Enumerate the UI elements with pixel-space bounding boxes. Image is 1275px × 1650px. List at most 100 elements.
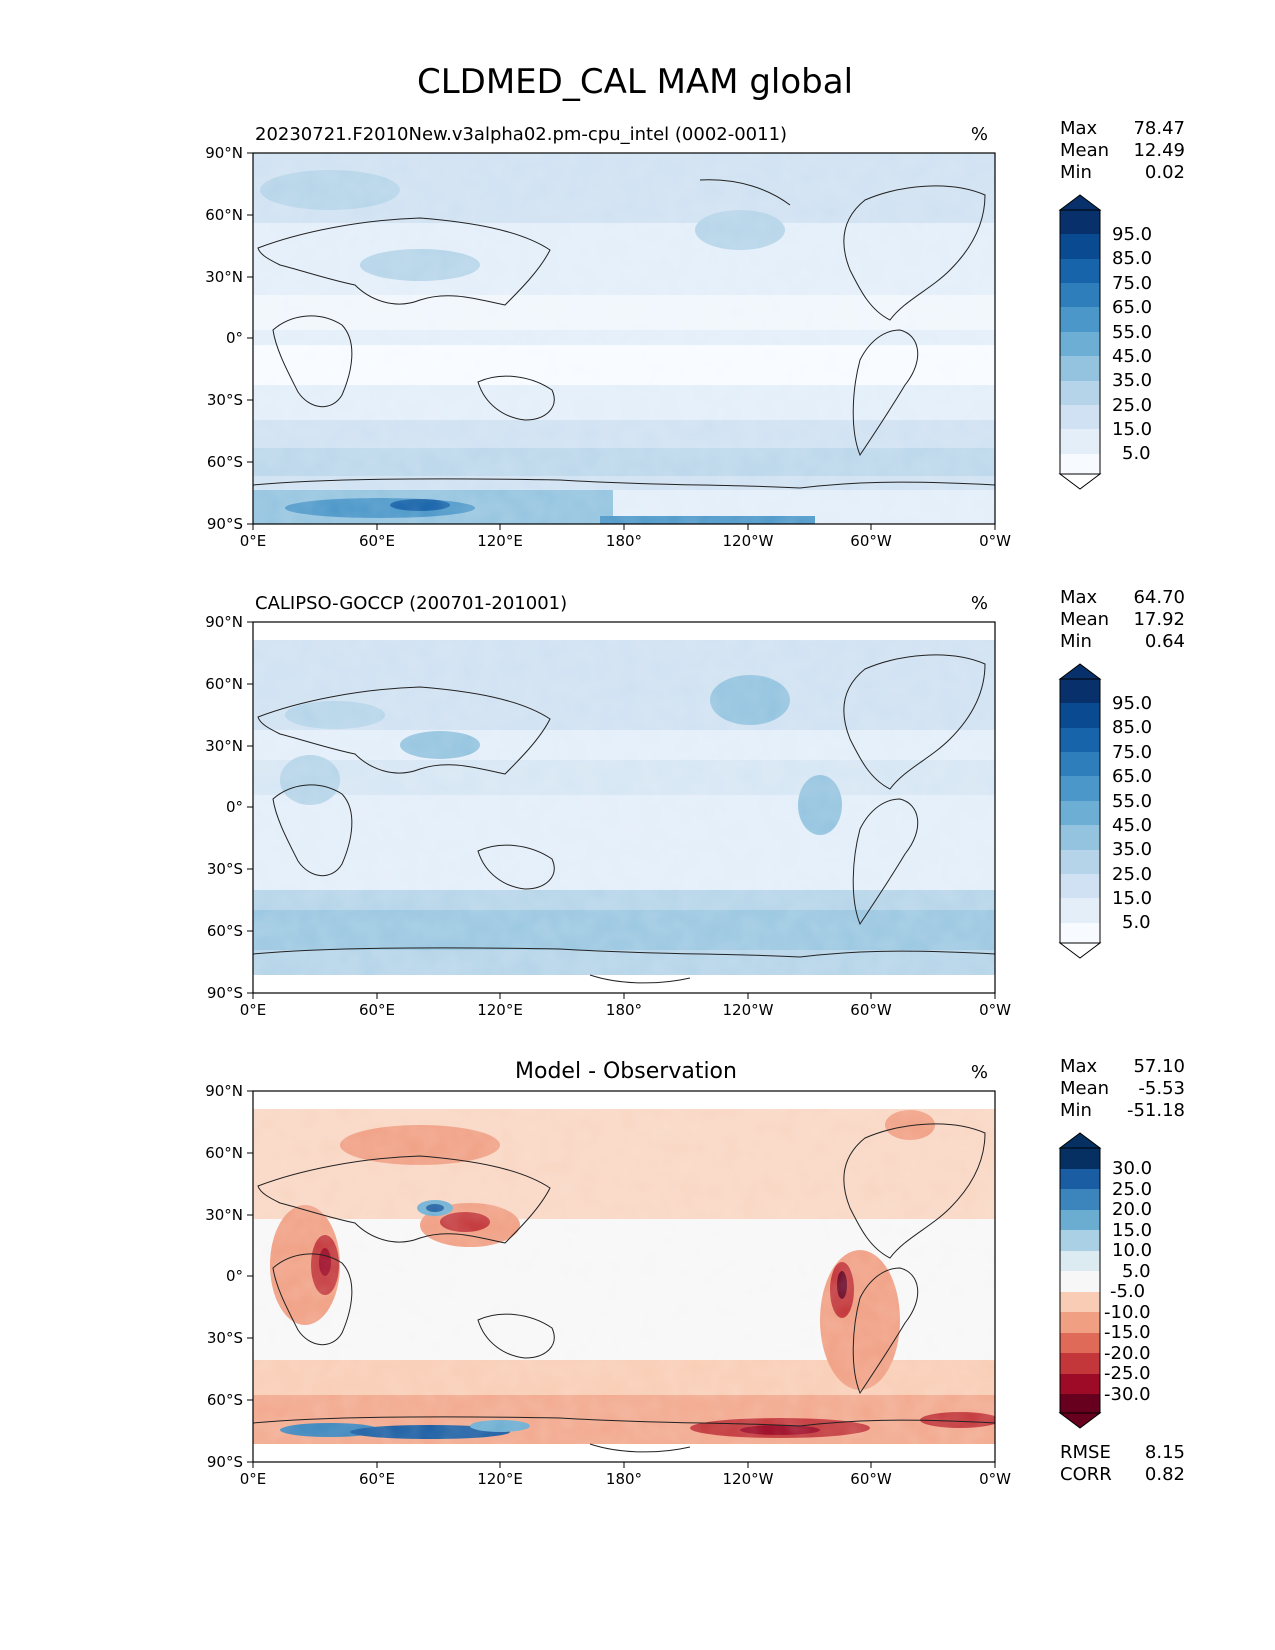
colorbar-label: 55.0 [1112,322,1152,343]
lat-tick-label: 90°N [205,144,243,162]
panel-obs: CALIPSO-GOCCP (200701-201001) % [205,587,1185,1019]
colorbar-label: 5.0 [1122,912,1151,933]
colorbar-label: -30.0 [1104,1384,1151,1405]
stat-mean-label: Mean [1060,1078,1109,1099]
lon-tick-label: 0°E [240,1470,267,1488]
colorbar-label: 45.0 [1112,346,1152,367]
lon-tick-label: 0°W [979,532,1011,550]
stat-max-label: Max [1060,1056,1098,1077]
lon-tick-label: 120°W [723,1001,774,1019]
lat-tick-label: 0° [226,329,243,347]
panel-model-stats: Max 78.47 Mean 12.49 Min 0.02 [1060,118,1185,183]
colorbar-label: 75.0 [1112,742,1152,763]
colorbar-label: 15.0 [1112,888,1152,909]
corr-label: CORR [1060,1464,1112,1485]
panel-diff-title: Model - Observation [515,1059,737,1084]
colorbar-bottom-extend [1058,1412,1102,1429]
lon-tick-label: 60°E [359,532,395,550]
lat-tick-label: 60°N [205,206,243,224]
colorbar-label: 5.0 [1122,1261,1151,1282]
stat-max-label: Max [1060,587,1098,608]
lat-tick-label: 0° [226,1267,243,1285]
stat-min-value: -51.18 [1127,1100,1185,1121]
lat-tick-label: 60°N [205,675,243,693]
panel-diff-lon-axis: 0°E 60°E 120°E 180° 120°W 60°W 0°W [240,1462,1011,1488]
lat-tick-label: 60°N [205,1144,243,1162]
rmse-label: RMSE [1060,1442,1111,1463]
colorbar-label: 20.0 [1112,1199,1152,1220]
lat-tick-label: 90°S [207,515,243,533]
lat-tick-label: 30°N [205,1206,243,1224]
corr-value: 0.82 [1145,1464,1185,1485]
colorbar-label: 15.0 [1112,419,1152,440]
lon-tick-label: 60°W [850,532,892,550]
colorbar-label: 35.0 [1112,839,1152,860]
panel-model-title: 20230721.F2010New.v3alpha02.pm-cpu_intel… [255,124,787,145]
colorbar-label: 95.0 [1112,693,1152,714]
stat-max-value: 78.47 [1133,118,1185,139]
lat-tick-label: 90°S [207,984,243,1002]
lat-tick-label: 60°S [207,1391,243,1409]
colorbar-bottom-extend [1058,942,1102,959]
panel-diff-colorbar: 30.0 25.0 20.0 15.0 10.0 5.0 -5.0 -10.0 … [1058,1132,1152,1429]
panel-model-map [253,153,995,524]
lon-tick-label: 60°E [359,1470,395,1488]
colorbar-bottom-extend [1058,473,1102,490]
lat-tick-label: 30°N [205,268,243,286]
lat-tick-label: 90°S [207,1453,243,1471]
panel-diff-stats: Max 57.10 Mean -5.53 Min -51.18 [1060,1056,1185,1121]
colorbar-label: -10.0 [1104,1302,1151,1323]
stat-min-value: 0.02 [1145,162,1185,183]
stat-min-label: Min [1060,162,1092,183]
colorbar-label: 85.0 [1112,248,1152,269]
panel-obs-stats: Max 64.70 Mean 17.92 Min 0.64 [1060,587,1185,652]
panel-model-lon-axis: 0°E 60°E 120°E 180° 120°W 60°W 0°W [240,524,1011,550]
colorbar-top-extend [1058,663,1102,680]
lon-tick-label: 0°E [240,532,267,550]
panel-obs-lon-axis: 0°E 60°E 120°E 180° 120°W 60°W 0°W [240,993,1011,1019]
stat-min-label: Min [1060,631,1092,652]
lat-tick-label: 60°S [207,922,243,940]
colorbar-label: 10.0 [1112,1240,1152,1261]
stat-max-label: Max [1060,118,1098,139]
panel-model-units: % [971,124,988,145]
figure-title: CLDMED_CAL MAM global [417,62,853,102]
colorbar-label: -15.0 [1104,1322,1151,1343]
panel-diff-metrics: RMSE 8.15 CORR 0.82 [1060,1442,1185,1485]
stat-mean-value: 17.92 [1133,609,1185,630]
colorbar-label: -5.0 [1110,1281,1145,1302]
lat-tick-label: 30°S [207,391,243,409]
stat-mean-value: -5.53 [1138,1078,1185,1099]
stat-min-label: Min [1060,1100,1092,1121]
panel-obs-title: CALIPSO-GOCCP (200701-201001) [255,593,567,614]
stat-min-value: 0.64 [1145,631,1185,652]
colorbar-label: 15.0 [1112,1220,1152,1241]
lon-tick-label: 60°E [359,1001,395,1019]
colorbar-label: -25.0 [1104,1363,1151,1384]
lon-tick-label: 60°W [850,1470,892,1488]
colorbar-label: -20.0 [1104,1343,1151,1364]
colorbar-label: 25.0 [1112,864,1152,885]
stat-max-value: 57.10 [1133,1056,1185,1077]
lat-tick-label: 90°N [205,613,243,631]
colorbar-label: 25.0 [1112,1179,1152,1200]
panel-model-lat-axis: 90°N 60°N 30°N 0° 30°S 60°S 90°S [205,144,253,533]
lon-tick-label: 120°W [723,1470,774,1488]
colorbar-label: 75.0 [1112,273,1152,294]
panel-obs-lat-axis: 90°N 60°N 30°N 0° 30°S 60°S 90°S [205,613,253,1002]
panel-diff-units: % [971,1062,988,1083]
lon-tick-label: 0°W [979,1470,1011,1488]
stat-mean-value: 12.49 [1133,140,1185,161]
colorbar-label: 55.0 [1112,791,1152,812]
colorbar-label: 65.0 [1112,297,1152,318]
lon-tick-label: 60°W [850,1001,892,1019]
panel-model: 20230721.F2010New.v3alpha02.pm-cpu_intel… [205,118,1185,550]
rmse-value: 8.15 [1145,1442,1185,1463]
colorbar-top-extend [1058,1132,1102,1149]
lon-tick-label: 120°E [477,532,523,550]
panel-obs-units: % [971,593,988,614]
panel-diff: Model - Observation % [205,1056,1185,1488]
panel-obs-map [253,622,995,993]
lon-tick-label: 0°W [979,1001,1011,1019]
